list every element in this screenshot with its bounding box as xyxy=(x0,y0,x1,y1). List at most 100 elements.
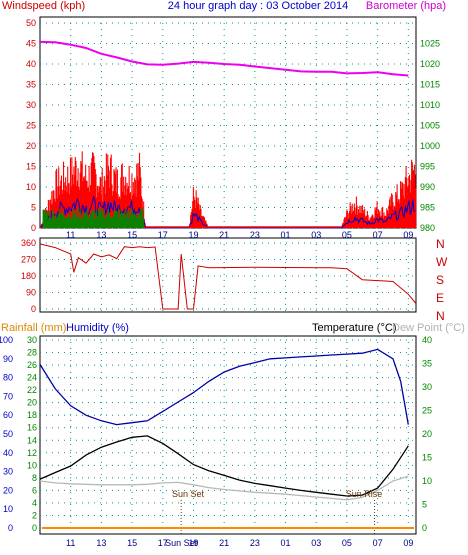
wind-x-tick-label: 19 xyxy=(188,230,198,240)
rainfall-tick-label: 24 xyxy=(27,373,37,383)
humidity-tick-label: 60 xyxy=(3,410,13,420)
wind-x-tick-label: 03 xyxy=(311,230,321,240)
temperature-tick-label: 15 xyxy=(422,453,432,463)
grid-layer xyxy=(40,17,416,534)
temp-x-tick-label: 11 xyxy=(66,538,75,548)
temp-x-tick-label: Sun Set xyxy=(165,538,198,548)
rainfall-axis-label: Rainfall (mm) xyxy=(1,322,66,334)
wind-x-tick-label: 07 xyxy=(373,230,383,240)
temperature-line xyxy=(39,435,409,497)
windspeed-tick-label: 5 xyxy=(31,203,36,213)
barometer-tick-label: 1000 xyxy=(420,141,440,151)
direction-tick-label: 270 xyxy=(21,255,36,265)
wind-x-tick-label: 17 xyxy=(158,230,168,240)
temperature-tick-label: 25 xyxy=(422,406,432,416)
temp-x-tick-label: 03 xyxy=(311,538,321,548)
barometer-axis-label: Barometer (hpa) xyxy=(366,0,446,12)
barometer-line xyxy=(39,40,409,77)
humidity-tick-label: 70 xyxy=(3,391,13,401)
barometer-tick-label: 1020 xyxy=(420,59,440,69)
humidity-tick-label: 50 xyxy=(3,429,13,439)
wind-direction-labels: N W S E N xyxy=(436,237,448,323)
rainfall-tick-label: 12 xyxy=(27,448,37,458)
windspeed-axis-label: Windspeed (kph) xyxy=(2,0,85,12)
windspeed-tick-label: 10 xyxy=(26,182,36,192)
windspeed-tick-label: 20 xyxy=(26,141,36,151)
humidity-tick-label: 80 xyxy=(3,373,13,383)
humidity-tick-label: 100 xyxy=(0,335,13,345)
windspeed-tick-label: 25 xyxy=(26,121,36,131)
wind-average-line xyxy=(40,195,416,229)
humidity-tick-label: 10 xyxy=(3,504,13,514)
temp-x-tick-label: 15 xyxy=(127,538,137,548)
temp-x-tick-label: 17 xyxy=(158,538,168,548)
wind-x-tick-label: 11 xyxy=(66,230,75,240)
temp-x-tick-label: 01 xyxy=(281,538,291,548)
barometer-tick-label: 990 xyxy=(420,182,435,192)
temperature-axis-label: Temperature (°C) xyxy=(312,322,396,334)
temp-x-tick-label: 13 xyxy=(96,538,106,548)
wind-x-tick-label: 09 xyxy=(403,230,413,240)
rainfall-tick-label: 10 xyxy=(27,460,37,470)
windspeed-tick-label: 50 xyxy=(26,18,36,28)
direction-tick-label: 0 xyxy=(31,304,36,314)
rainfall-tick-label: 2 xyxy=(32,510,37,520)
wind-x-tick-label: 23 xyxy=(250,230,260,240)
humidity-tick-label: 20 xyxy=(3,485,13,495)
temperature-tick-label: 30 xyxy=(422,382,432,392)
direction-label-n-bottom: N xyxy=(436,309,445,323)
rainfall-tick-label: 28 xyxy=(27,348,37,358)
barometer-tick-label: 985 xyxy=(420,203,435,213)
ticks-layer: 0510152025303540455098098599099510001005… xyxy=(0,18,440,548)
windspeed-tick-label: 40 xyxy=(26,59,36,69)
humidity-line xyxy=(39,348,409,426)
wind-x-tick-label: 05 xyxy=(342,230,352,240)
wind-x-tick-label: 13 xyxy=(96,230,106,240)
temp-x-tick-label: 21 xyxy=(219,538,229,548)
barometer-tick-label: 995 xyxy=(420,162,435,172)
temperature-tick-label: 10 xyxy=(422,476,432,486)
barometer-tick-label: 1015 xyxy=(420,80,440,90)
chart-title: 24 hour graph day : 03 October 2014 xyxy=(168,0,348,12)
temperature-tick-label: 20 xyxy=(422,429,432,439)
wind-x-tick-label: 15 xyxy=(127,230,137,240)
rainfall-tick-label: 22 xyxy=(27,385,37,395)
temp-x-tick-label: 09 xyxy=(403,538,413,548)
barometer-tick-label: 1025 xyxy=(420,39,440,49)
direction-tick-label: 180 xyxy=(21,271,36,281)
rainfall-tick-label: 0 xyxy=(32,523,37,533)
direction-tick-label: 360 xyxy=(21,238,36,248)
rainfall-tick-label: 18 xyxy=(27,410,37,420)
rainfall-tick-label: 20 xyxy=(27,398,37,408)
rainfall-tick-label: 16 xyxy=(27,423,37,433)
barometer-tick-label: 1010 xyxy=(420,100,440,110)
direction-label-s: S xyxy=(436,273,444,287)
sunset-annotation: Sun Set xyxy=(172,489,205,499)
humidity-tick-label: 40 xyxy=(3,448,13,458)
windspeed-tick-label: 15 xyxy=(26,162,36,172)
rainfall-tick-label: 26 xyxy=(27,360,37,370)
barometer-tick-label: 980 xyxy=(420,223,435,233)
temperature-tick-label: 5 xyxy=(422,500,427,510)
direction-label-w: W xyxy=(436,255,448,269)
rainfall-tick-label: 14 xyxy=(27,435,37,445)
direction-tick-label: 90 xyxy=(26,288,36,298)
temp-x-tick-label: 23 xyxy=(250,538,260,548)
windspeed-tick-label: 0 xyxy=(31,223,36,233)
barometer-tick-label: 1005 xyxy=(420,121,440,131)
windspeed-tick-label: 30 xyxy=(26,100,36,110)
temperature-tick-label: 35 xyxy=(422,359,432,369)
temp-x-tick-label: 07 xyxy=(373,538,383,548)
rainfall-tick-label: 30 xyxy=(27,335,37,345)
temp-x-tick-label: 19 xyxy=(188,538,198,548)
direction-panel-frame xyxy=(39,237,417,313)
temp-x-tick-label: 05 xyxy=(342,538,352,548)
humidity-tick-label: 90 xyxy=(3,354,13,364)
rainfall-tick-label: 4 xyxy=(32,498,37,508)
wind-x-tick-label: 21 xyxy=(219,230,229,240)
direction-label-e: E xyxy=(436,291,444,305)
dewpoint-line xyxy=(39,475,409,501)
dewpoint-axis-label: Dew Point (°C) xyxy=(392,322,465,334)
series-layer xyxy=(39,40,417,534)
